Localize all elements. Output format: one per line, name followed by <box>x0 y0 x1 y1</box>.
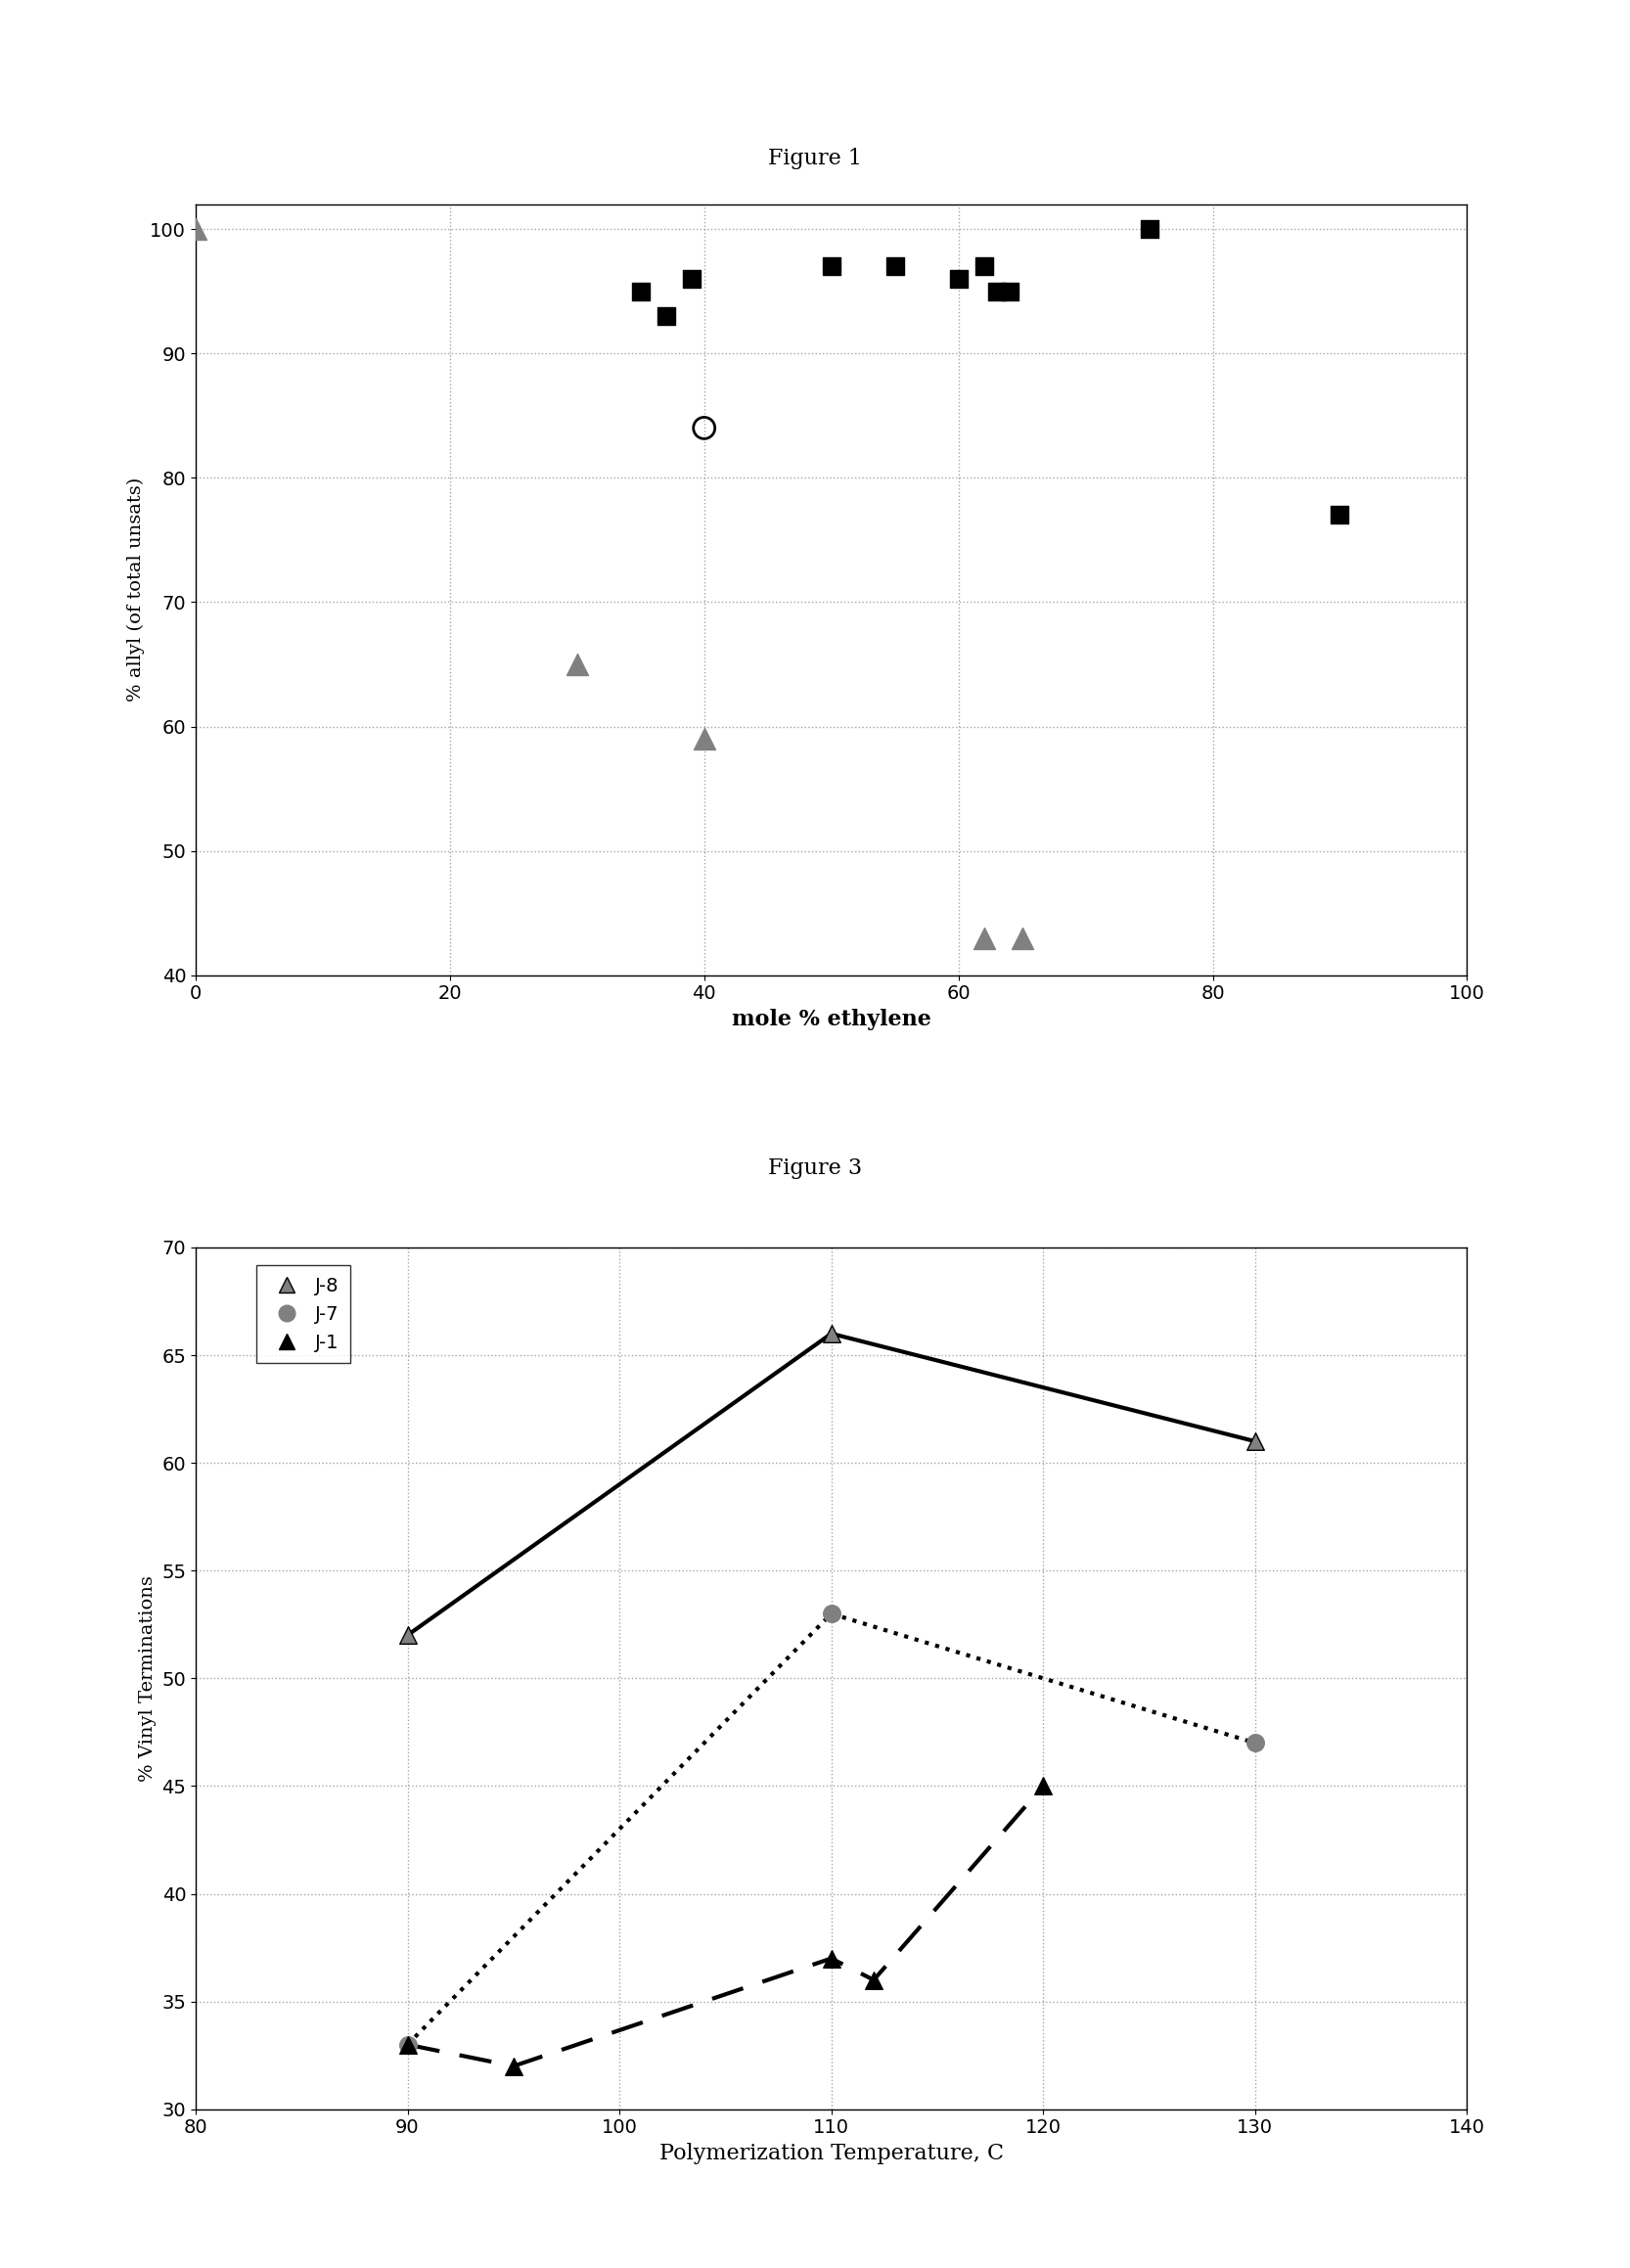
Point <box>394 2028 421 2064</box>
Point <box>691 721 717 758</box>
Point <box>818 1315 844 1352</box>
Point <box>996 272 1022 308</box>
Text: Figure 1: Figure 1 <box>768 147 862 170</box>
Point <box>1242 1724 1268 1760</box>
Point <box>818 247 844 284</box>
Point <box>971 921 998 957</box>
Point <box>394 2028 421 2064</box>
Point <box>1136 211 1162 247</box>
Y-axis label: % Vinyl Terminations: % Vinyl Terminations <box>139 1576 156 1780</box>
Point <box>678 261 704 297</box>
Text: Figure 3: Figure 3 <box>768 1157 862 1179</box>
Point <box>861 1962 887 1998</box>
Point <box>1242 1424 1268 1461</box>
Point <box>1030 1769 1056 1805</box>
Point <box>882 247 908 284</box>
Point <box>654 297 680 333</box>
Point <box>818 1594 844 1631</box>
Y-axis label: % allyl (of total unsats): % allyl (of total unsats) <box>127 479 145 701</box>
Point <box>1327 497 1353 533</box>
Point <box>971 247 998 284</box>
Point <box>1009 921 1035 957</box>
Point <box>500 2048 526 2084</box>
Point <box>183 211 209 247</box>
Point <box>564 646 590 683</box>
Legend: J-8, J-7, J-1: J-8, J-7, J-1 <box>256 1266 350 1363</box>
Point <box>394 1617 421 1653</box>
Point <box>818 1939 844 1975</box>
Point <box>628 272 654 308</box>
Point <box>691 411 717 447</box>
Point <box>983 272 1009 308</box>
Point <box>945 261 971 297</box>
X-axis label: Polymerization Temperature, C: Polymerization Temperature, C <box>659 2143 1004 2164</box>
X-axis label: mole % ethylene: mole % ethylene <box>732 1009 931 1030</box>
